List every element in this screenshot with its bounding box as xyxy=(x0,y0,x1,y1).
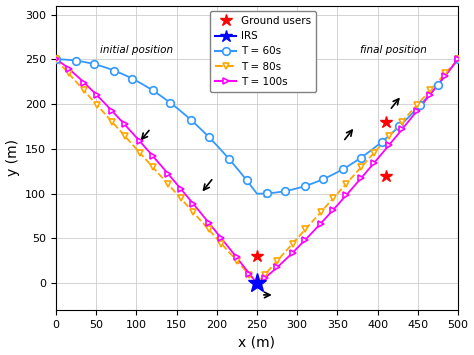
Text: final position: final position xyxy=(360,45,427,55)
Text: initial position: initial position xyxy=(100,45,173,55)
X-axis label: x (m): x (m) xyxy=(238,335,275,349)
Y-axis label: y (m): y (m) xyxy=(6,140,19,176)
Legend: Ground users, IRS, T = 60s, T = 80s, T = 100s: Ground users, IRS, T = 60s, T = 80s, T =… xyxy=(210,11,317,92)
